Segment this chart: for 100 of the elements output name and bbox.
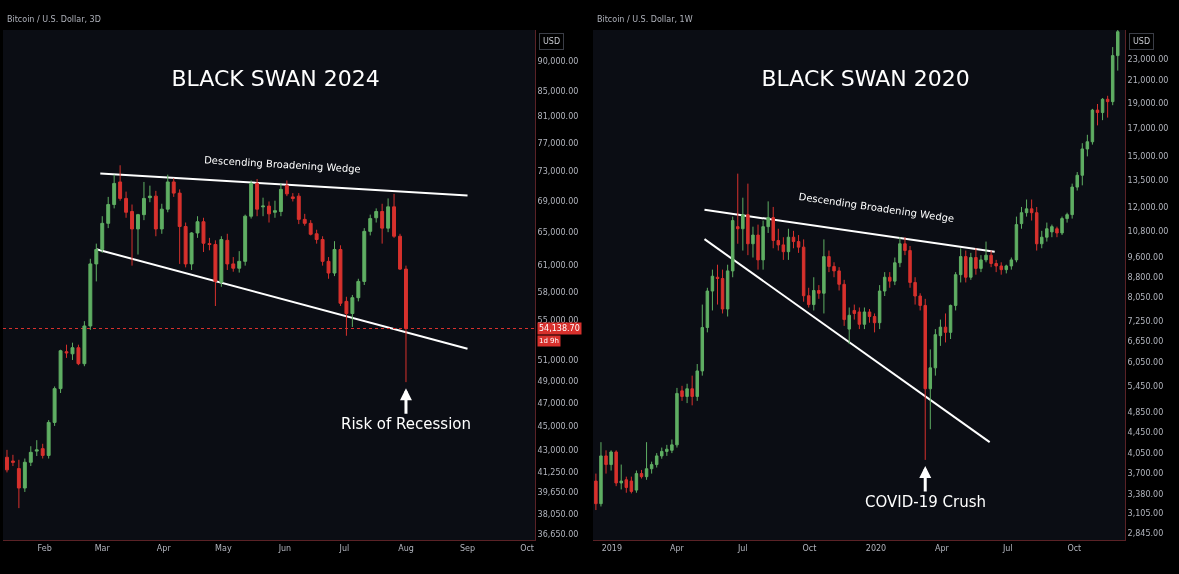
y-tick-label: 47,000.00 [537,398,579,408]
y-tick-label: 7,250.00 [1127,316,1163,326]
candlestick [243,214,248,267]
y-tick-label: 21,000.00 [1127,75,1168,85]
x-tick-label: Mar [94,543,111,553]
candlestick [362,227,367,286]
candlestick [821,238,826,314]
candlestick [644,441,648,481]
x-tick-label: May [215,543,232,553]
candlestick [124,191,129,219]
candlestick [64,344,69,359]
candlestick [278,182,283,217]
candlestick [392,193,397,239]
candlestick [106,196,111,229]
y-tick-label: 5,450.00 [1127,381,1163,391]
candlestick [786,228,790,261]
y-tick-label: 73,000.00 [537,166,579,176]
text: BLACK SWAN 2020 [761,65,970,91]
x-tick-label: Sep [459,543,476,553]
candlestick [1029,199,1033,222]
candlestick [356,278,361,302]
y-tick-label: 3,700.00 [1127,469,1163,479]
candlestick [755,224,760,271]
candlestick [374,207,379,224]
candlestick [118,164,123,202]
candlestick [1039,230,1043,249]
y-tick-label: 8,800.00 [1127,273,1163,283]
candlestick [872,312,876,333]
candlestick [5,449,9,473]
candlestick [141,181,146,221]
candlestick [10,454,15,467]
candlestick [603,449,608,475]
y-tick-label: 81,000.00 [537,112,579,122]
candlestick [735,173,739,245]
y-tick-label: 45,000.00 [537,421,579,431]
annotation: Risk of Recession [341,415,472,433]
chart-subtitle: Bitcoin / U.S. Dollar, 1W [596,15,693,24]
candlestick [308,219,313,236]
candlestick [618,464,623,490]
candlestick [867,308,871,324]
y-tick-label: 4,450.00 [1127,427,1163,437]
y-tick-label: 13,500.00 [1127,176,1168,186]
y-tick-label: 90,000.00 [537,56,579,66]
candlestick [290,192,295,202]
candlestick [404,265,408,383]
y-tick-label: 39,650.00 [537,488,579,498]
candlestick [94,243,99,282]
y-tick-label: 51,000.00 [537,355,579,365]
candlestick [398,233,402,271]
candlestick [715,264,719,306]
y-tick-label: 41,250.00 [537,467,579,477]
candlestick [938,319,942,347]
y-tick-label: 15,000.00 [1127,152,1168,162]
candlestick [968,252,973,281]
candlestick [231,256,236,273]
x-tick-label: Apr [934,543,950,553]
candlestick [750,226,755,259]
candlestick [811,276,815,311]
y-tick-label: 61,000.00 [537,261,579,271]
y-tick-label: 58,000.00 [537,288,579,298]
candlestick [1100,97,1104,121]
x-tick-label: Jul [338,543,350,553]
annotation: COVID-19 Crush [864,493,986,511]
candlestick [1014,216,1018,263]
candlestick [159,203,164,235]
y-tick-label: 2,845.00 [1127,528,1163,538]
candlestick [998,261,1003,276]
candlestick [16,459,21,509]
x-tick-label: Apr [156,543,172,553]
candlestick [598,441,603,507]
y-axis-title: USD [1132,37,1150,46]
y-tick-label: 65,000.00 [537,227,579,237]
candlestick [1024,199,1028,218]
candlestick [368,214,373,236]
candlestick [649,461,653,475]
candlestick [380,203,385,245]
candlestick [1105,95,1109,119]
candlestick [1110,46,1114,106]
candlestick [267,200,271,224]
candlestick [720,269,724,314]
y-axis-title: USD [543,37,561,46]
candlestick [100,215,105,254]
candlestick [249,179,254,220]
x-tick-label: Aug [398,543,414,553]
candlestick [302,213,307,227]
candlestick [613,449,618,487]
candlestick [634,470,638,494]
candlestick [136,213,140,256]
y-tick-label: 49,000.00 [537,376,579,386]
candlestick [846,307,851,345]
y-tick-label: 4,850.00 [1127,408,1163,418]
candlestick [674,387,679,449]
candlestick [877,284,881,330]
chart-subtitle: Bitcoin / U.S. Dollar, 3D [7,15,101,24]
candlestick [112,174,117,209]
candlestick [973,247,978,276]
y-tick-label: 55,000.00 [537,315,579,325]
candlestick [725,264,729,317]
candlestick [816,284,821,300]
y-tick-label: 77,000.00 [537,138,579,148]
